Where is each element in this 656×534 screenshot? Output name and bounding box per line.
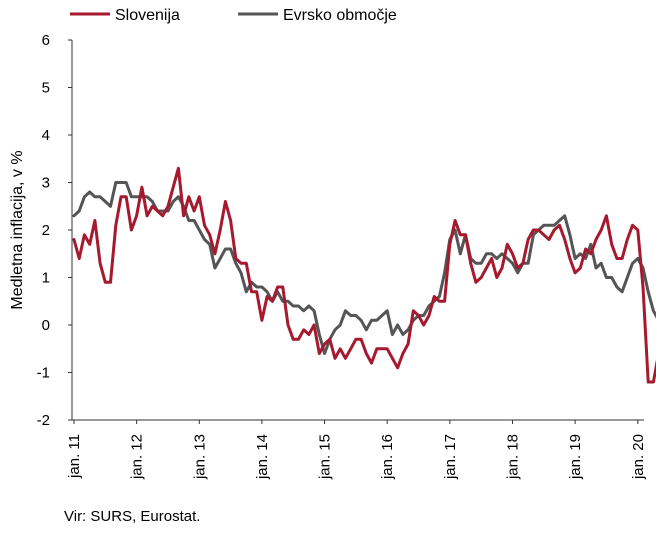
y-tick-label: 0 bbox=[42, 317, 50, 334]
y-tick-label: 2 bbox=[42, 222, 50, 239]
x-tick-label: jan. 12 bbox=[129, 434, 146, 480]
x-tick-label: jan. 13 bbox=[191, 434, 208, 480]
x-tick-label: jan. 17 bbox=[442, 434, 459, 480]
legend-label: Evrsko območje bbox=[283, 7, 397, 24]
y-tick-label: 6 bbox=[42, 32, 50, 49]
y-tick-label: 4 bbox=[42, 127, 50, 144]
series-lines bbox=[72, 166, 656, 384]
x-tick-label: jan. 11 bbox=[66, 434, 83, 479]
y-tick-label: 5 bbox=[42, 80, 50, 97]
x-tick-label: jan. 14 bbox=[254, 434, 271, 480]
x-tick-label: jan. 20 bbox=[630, 434, 647, 480]
legend-label: Slovenija bbox=[115, 7, 180, 24]
y-tick-label: -1 bbox=[37, 365, 50, 382]
x-tick-label: jan. 15 bbox=[317, 434, 334, 480]
y-axis-ticks: 6 5 4 3 2 1 0 -1 -2 bbox=[37, 32, 72, 429]
y-axis-label: Medletna inflacija, v % bbox=[9, 150, 26, 309]
x-tick-label: jan. 16 bbox=[379, 434, 396, 480]
legend: Slovenija Evrsko območje bbox=[70, 7, 397, 24]
series-line-slovenija bbox=[72, 166, 656, 384]
y-tick-label: -2 bbox=[37, 412, 50, 429]
x-tick-label: jan. 19 bbox=[567, 434, 584, 480]
x-tick-label: jan. 18 bbox=[504, 434, 521, 480]
series-line-evrsko-obmocje bbox=[72, 181, 656, 355]
y-tick-label: 1 bbox=[42, 270, 50, 287]
x-axis-ticks: jan. 11 jan. 12 jan. 13 jan. 14 jan. 15 jan. … bbox=[66, 420, 647, 480]
source-note: Vir: SURS, Eurostat. bbox=[64, 508, 201, 525]
axes bbox=[71, 40, 644, 421]
y-tick-label: 3 bbox=[42, 175, 50, 192]
